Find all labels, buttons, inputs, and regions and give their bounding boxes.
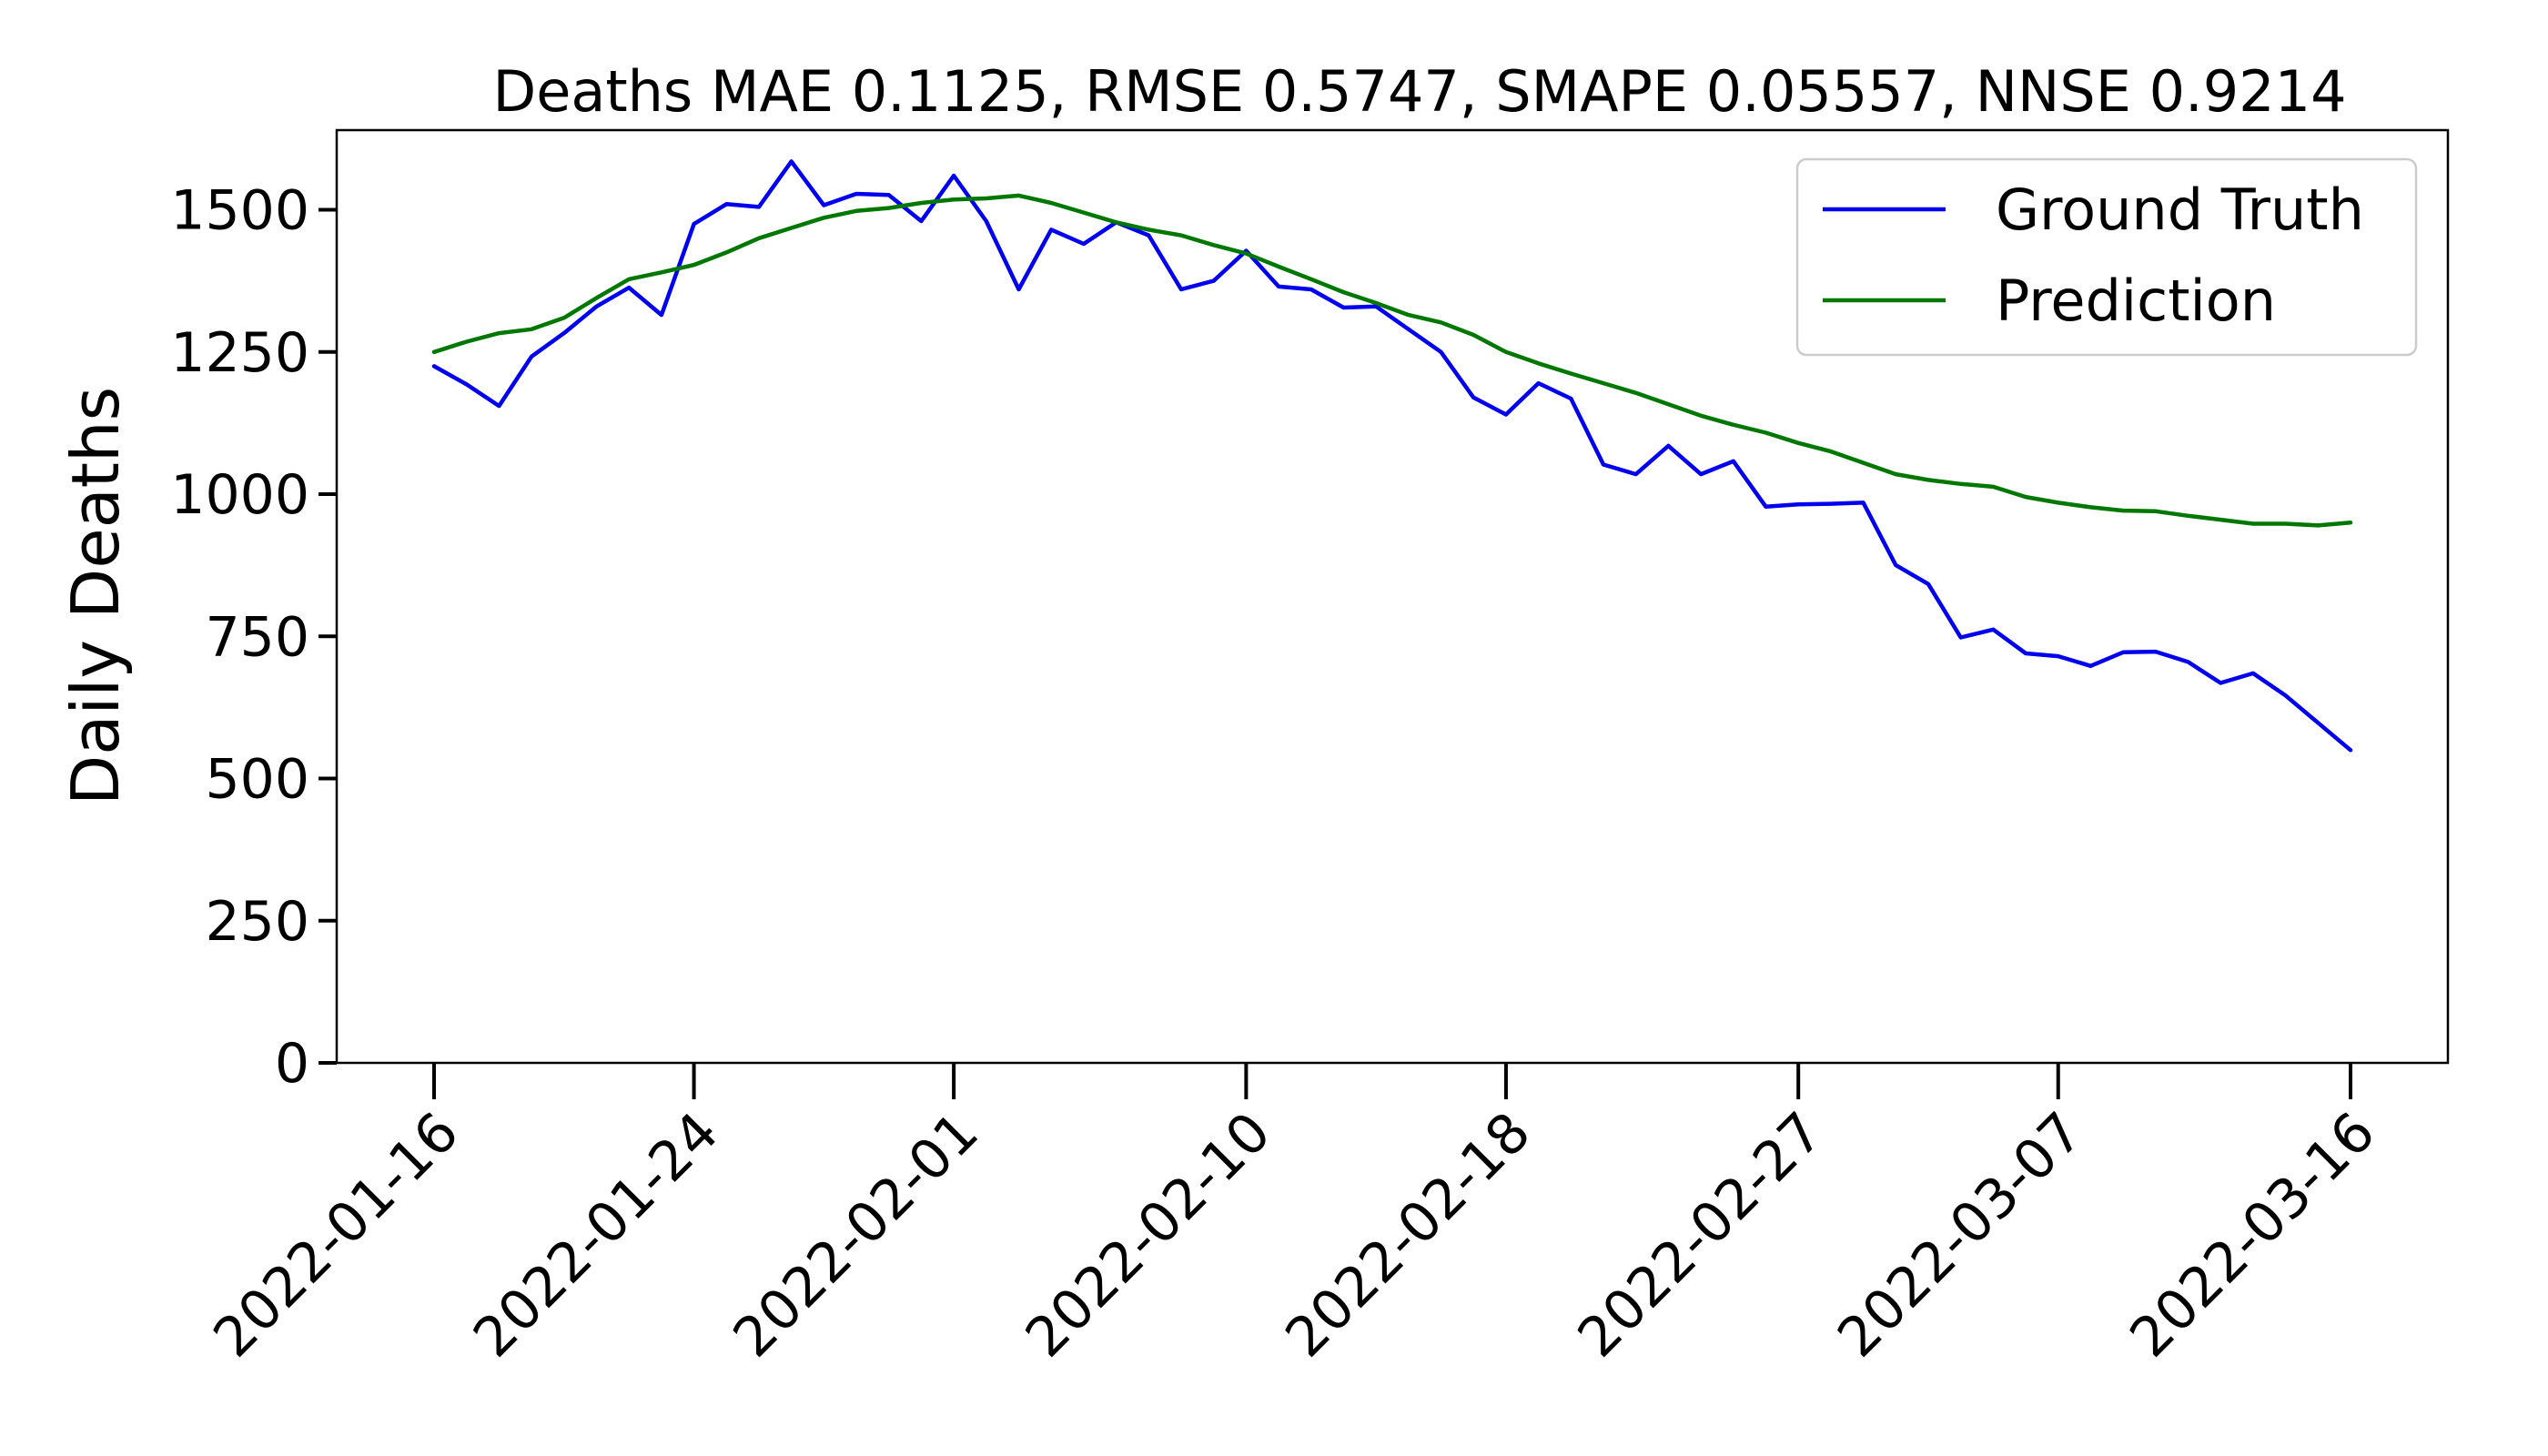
- y-axis-label: Daily Deaths: [57, 387, 134, 805]
- y-tick-label: 1000: [170, 463, 309, 527]
- series-line-ground-truth: [431, 159, 2353, 753]
- legend-box: [1795, 157, 2418, 357]
- y-tick-label: 750: [205, 605, 309, 669]
- y-tick-label: 1500: [170, 179, 309, 243]
- chart-title: Deaths MAE 0.1125, RMSE 0.5747, SMAPE 0.…: [492, 58, 2346, 125]
- y-tick-label: 0: [275, 1032, 309, 1096]
- series-line-prediction: [431, 193, 2353, 528]
- legend-label: Ground Truth: [1996, 177, 2364, 243]
- y-tick-label: 250: [205, 890, 309, 954]
- y-tick-label: 1250: [170, 321, 309, 385]
- legend: Ground Truth Prediction: [1795, 157, 2418, 357]
- legend-label: Prediction: [1996, 268, 2276, 334]
- series-layer: [431, 159, 2353, 753]
- plot-frame: [335, 128, 2450, 1065]
- y-axis: 0 250 500 750 1000 1250 1500: [170, 179, 337, 1096]
- y-tick-label: 500: [205, 748, 309, 812]
